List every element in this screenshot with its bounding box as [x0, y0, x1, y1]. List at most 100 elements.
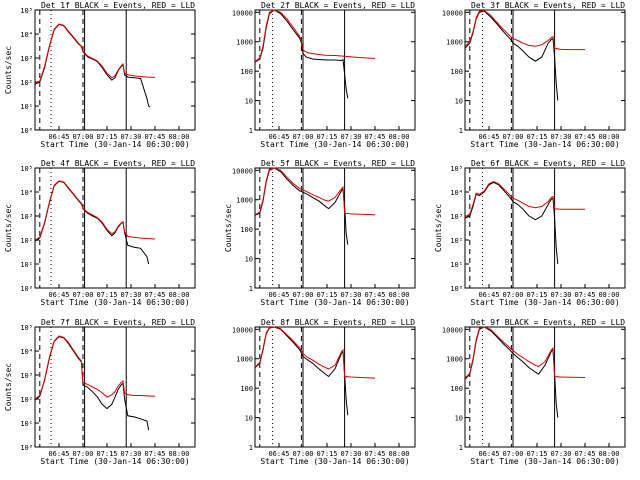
y-tick-label: 10¹: [20, 103, 33, 111]
y-tick-label: 10000: [232, 167, 253, 175]
x-tick-label: 07:00: [502, 450, 523, 458]
plot-frame: [254, 167, 416, 289]
y-tick-label: 10⁰: [450, 285, 463, 293]
y-tick-label: 1000: [446, 39, 463, 47]
lld-series-line: [464, 181, 585, 218]
y-tick-label: 10⁴: [450, 189, 463, 197]
x-tick-label: 07:30: [120, 133, 141, 141]
y-tick-label: 10³: [450, 213, 463, 221]
panel-title: Det 7f BLACK = Events, RED = LLD: [41, 318, 195, 327]
x-tick-label: 08:00: [388, 133, 409, 141]
y-tick-label: 1: [249, 127, 253, 135]
y-tick-label: 1000: [236, 356, 253, 364]
lld-series-line: [254, 167, 376, 216]
panel-title: Det 5f BLACK = Events, RED = LLD: [261, 159, 415, 168]
x-tick-label: 07:45: [574, 291, 595, 299]
x-tick-label: 07:15: [96, 291, 117, 299]
x-tick-label: 07:00: [72, 133, 93, 141]
x-tick-label: 07:30: [340, 291, 361, 299]
y-tick-label: 100: [240, 385, 253, 393]
y-tick-label: 10⁵: [450, 165, 463, 173]
y-tick-label: 100: [240, 226, 253, 234]
x-tick-label: 06:45: [478, 291, 499, 299]
x-tick-label: 06:45: [268, 450, 289, 458]
panel-8: Det 8f BLACK = Events, RED = LLD10000100…: [232, 318, 416, 466]
x-tick-label: 07:15: [316, 291, 337, 299]
plot-frame: [34, 326, 196, 448]
y-tick-label: 1: [459, 127, 463, 135]
events-series-line: [464, 181, 559, 265]
y-tick-label: 100: [450, 385, 463, 393]
y-tick-label: 10⁴: [20, 31, 33, 39]
x-tick-label: 07:45: [144, 133, 165, 141]
y-tick-label: 10³: [20, 372, 33, 380]
panel-title: Det 8f BLACK = Events, RED = LLD: [261, 318, 415, 327]
y-tick-label: 10⁵: [20, 165, 33, 173]
x-tick-label: 07:45: [364, 133, 385, 141]
x-axis-label: Start Time (30-Jan-14 06:30:00): [260, 140, 409, 149]
x-axis-label: Start Time (30-Jan-14 06:30:00): [470, 457, 619, 466]
x-tick-label: 06:45: [268, 291, 289, 299]
x-tick-label: 06:45: [268, 133, 289, 141]
x-tick-label: 07:00: [292, 291, 313, 299]
x-tick-label: 07:15: [526, 450, 547, 458]
x-tick-label: 07:45: [574, 133, 595, 141]
y-tick-label: 100: [240, 68, 253, 76]
y-tick-label: 1: [249, 444, 253, 452]
y-tick-label: 1: [459, 444, 463, 452]
y-tick-label: 10⁰: [20, 285, 33, 293]
y-tick-label: 1000: [236, 197, 253, 205]
x-tick-label: 07:15: [96, 450, 117, 458]
panel-title: Det 6f BLACK = Events, RED = LLD: [471, 159, 625, 168]
y-tick-label: 1: [249, 285, 253, 293]
panel-title: Det 2f BLACK = Events, RED = LLD: [261, 1, 415, 10]
y-tick-label: 10²: [450, 237, 463, 245]
x-tick-label: 07:15: [526, 133, 547, 141]
x-tick-label: 07:00: [292, 450, 313, 458]
y-tick-label: 10000: [232, 9, 253, 17]
y-tick-label: 1000: [236, 39, 253, 47]
x-tick-label: 06:45: [478, 133, 499, 141]
y-tick-label: 10000: [442, 9, 463, 17]
x-tick-label: 07:15: [316, 450, 337, 458]
x-tick-label: 07:15: [96, 133, 117, 141]
x-axis-label: Start Time (30-Jan-14 06:30:00): [260, 457, 409, 466]
lld-series-line: [254, 9, 376, 63]
panel-2: Det 2f BLACK = Events, RED = LLD10000100…: [232, 1, 416, 149]
x-axis-label: Start Time (30-Jan-14 06:30:00): [40, 457, 189, 466]
panel-1: Det 1f BLACK = Events, RED = LLD 10⁵ 10⁴ 10…: [4, 1, 196, 149]
y-tick-label: 10: [245, 415, 253, 423]
y-tick-label: 10: [455, 98, 463, 106]
x-tick-label: 07:15: [526, 291, 547, 299]
panel-title: Det 9f BLACK = Events, RED = LLD: [471, 318, 625, 327]
panel-3: Det 3f BLACK = Events, RED = LLD10000100…: [442, 1, 626, 149]
y-tick-label: 10: [245, 256, 253, 264]
x-axis-label: Start Time (30-Jan-14 06:30:00): [470, 298, 619, 307]
lld-series-line: [254, 326, 376, 379]
plot-frame: [464, 167, 626, 289]
plot-frame: [34, 167, 196, 289]
y-tick-label: 10⁴: [20, 189, 33, 197]
x-tick-label: 08:00: [388, 450, 409, 458]
x-tick-label: 07:30: [340, 450, 361, 458]
events-series-line: [34, 336, 150, 431]
x-tick-label: 07:00: [502, 133, 523, 141]
y-tick-label: 10: [455, 415, 463, 423]
x-tick-label: 06:45: [48, 133, 69, 141]
y-tick-label: 10²: [20, 396, 33, 404]
y-tick-label: 1000: [446, 356, 463, 364]
x-tick-label: 07:00: [502, 291, 523, 299]
y-tick-label: 10⁰: [20, 444, 33, 452]
x-tick-label: 07:45: [364, 450, 385, 458]
x-tick-label: 07:15: [316, 133, 337, 141]
plot-frame: [464, 326, 626, 448]
x-axis-label: Start Time (30-Jan-14 06:30:00): [40, 140, 189, 149]
panel-4: Det 4f BLACK = Events, RED = LLD 10⁵ 10⁴ 10…: [4, 159, 196, 307]
x-tick-label: 06:45: [48, 291, 69, 299]
lld-series-line: [464, 9, 585, 51]
lld-series-line: [464, 326, 586, 379]
lld-series-line: [34, 180, 156, 241]
x-axis-label: Start Time (30-Jan-14 06:30:00): [260, 298, 409, 307]
y-axis-label: Counts/sec: [224, 204, 233, 252]
y-tick-label: 10: [245, 98, 253, 106]
